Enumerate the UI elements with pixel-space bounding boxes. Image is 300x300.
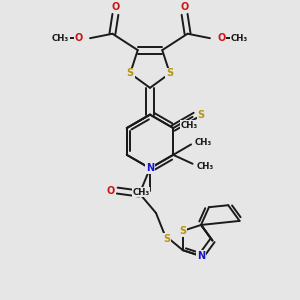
Text: O: O bbox=[75, 33, 83, 43]
Text: CH₃: CH₃ bbox=[52, 34, 69, 43]
Text: S: S bbox=[163, 234, 170, 244]
Text: N: N bbox=[146, 163, 154, 173]
Text: CH₃: CH₃ bbox=[195, 137, 212, 146]
Text: O: O bbox=[111, 2, 119, 12]
Text: N: N bbox=[197, 251, 205, 261]
Text: CH₃: CH₃ bbox=[231, 34, 248, 43]
Text: O: O bbox=[217, 33, 225, 43]
Text: CH₃: CH₃ bbox=[181, 121, 198, 130]
Text: S: S bbox=[166, 68, 173, 78]
Text: S: S bbox=[179, 226, 186, 236]
Text: O: O bbox=[181, 2, 189, 12]
Text: S: S bbox=[127, 68, 134, 78]
Text: S: S bbox=[197, 110, 205, 120]
Text: CH₃: CH₃ bbox=[132, 188, 150, 196]
Text: O: O bbox=[106, 186, 115, 196]
Text: CH₃: CH₃ bbox=[196, 162, 214, 171]
